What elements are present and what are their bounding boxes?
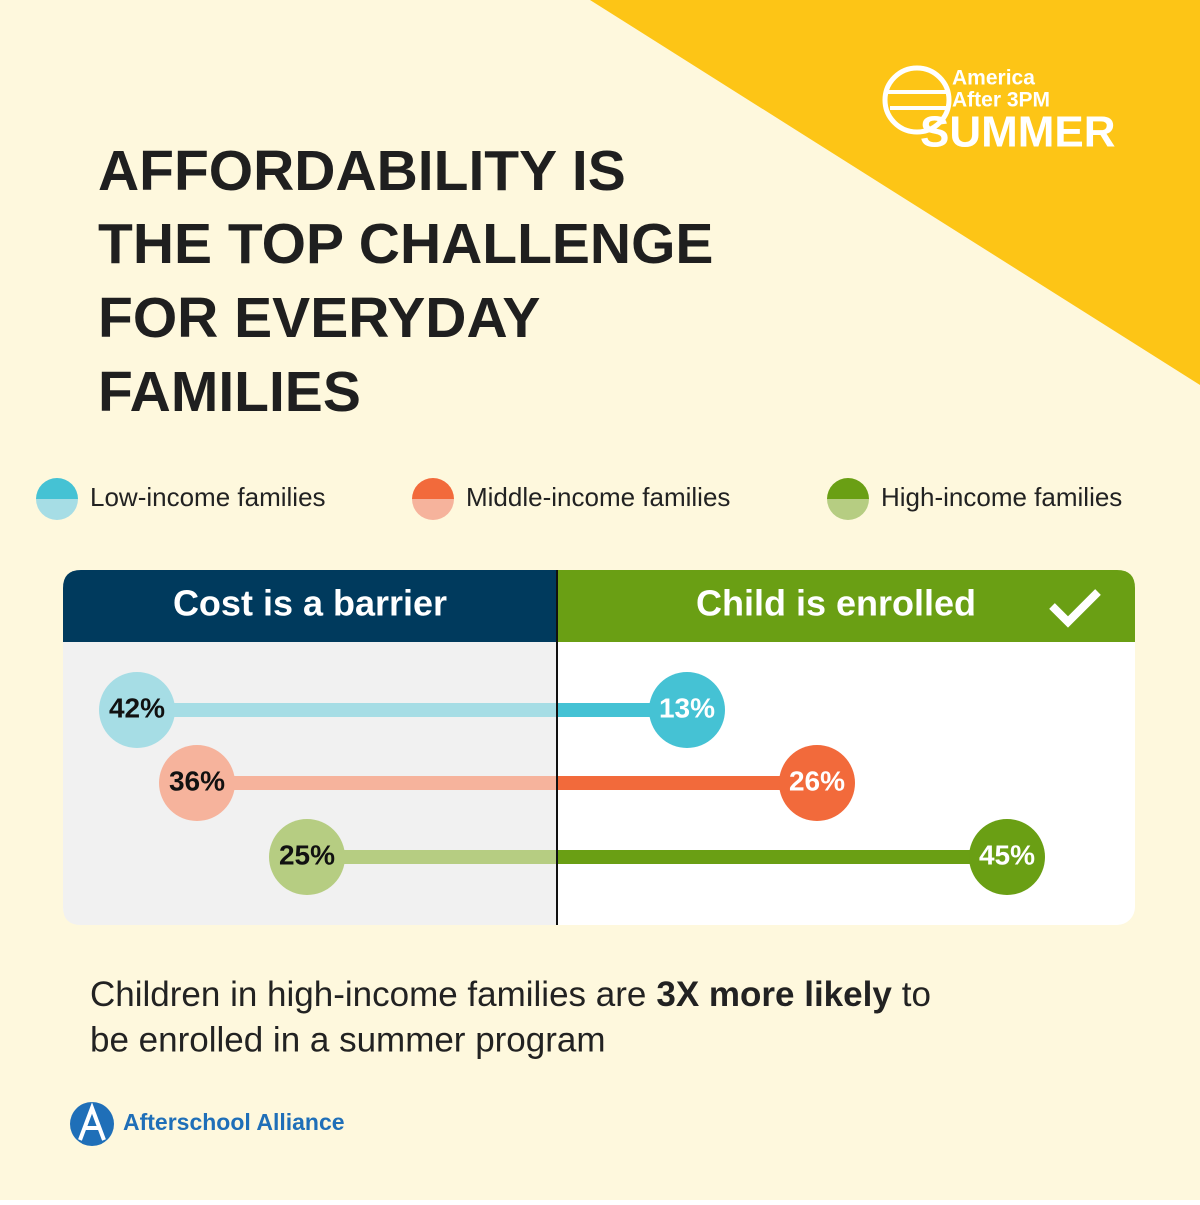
legend-swatch	[827, 499, 869, 520]
value-label: 42%	[109, 692, 165, 723]
logo-text: America	[952, 67, 1035, 90]
footer-part: Children in high-income families are	[90, 975, 646, 1014]
panel-title: Cost is a barrier	[173, 583, 447, 624]
legend-label: High-income families	[881, 482, 1122, 512]
legend-label: Middle-income families	[466, 482, 730, 512]
panel-header	[63, 570, 557, 642]
title-line: FAMILIES	[98, 360, 361, 424]
legend-swatch	[36, 499, 78, 520]
value-label: 25%	[279, 839, 335, 870]
legend-swatch	[36, 478, 78, 499]
legend: Low-income families Middle-income familie…	[36, 478, 1122, 520]
corner-triangle	[590, 0, 1200, 385]
brand-icon	[70, 1102, 114, 1146]
footer-text: be enrolled in a summer program	[90, 1020, 606, 1059]
check-icon	[1049, 589, 1101, 628]
footer-part: to	[902, 975, 931, 1014]
logo-text: After 3PM	[952, 89, 1050, 112]
value-label: 26%	[789, 765, 845, 796]
value-label: 36%	[169, 765, 225, 796]
footer-text: Children in high-income families are 3X m…	[90, 975, 931, 1014]
dot	[99, 672, 175, 748]
panel-title: Child is enrolled	[696, 583, 976, 624]
title-line: FOR EVERYDAY	[98, 286, 540, 350]
dot	[969, 819, 1045, 895]
title-line: AFFORDABILITY IS	[98, 139, 626, 203]
legend-swatch	[412, 499, 454, 520]
logo-icon	[882, 65, 952, 135]
legend-label: Low-income families	[90, 482, 326, 512]
title-line: THE TOP CHALLENGE	[98, 212, 713, 276]
panel: Cost is a barrier Child is enrolled 42% 13%…	[63, 570, 1135, 925]
legend-swatch	[827, 478, 869, 499]
logo-text: SUMMER	[920, 108, 1116, 157]
panel-header	[557, 570, 1135, 642]
dot	[779, 745, 855, 821]
value-label: 13%	[659, 692, 715, 723]
dot	[649, 672, 725, 748]
value-label: 45%	[979, 839, 1035, 870]
dot	[159, 745, 235, 821]
brand-name: Afterschool Alliance	[123, 1109, 345, 1135]
legend-swatch	[412, 478, 454, 499]
footer-emphasis: 3X more likely	[656, 975, 892, 1014]
dot	[269, 819, 345, 895]
